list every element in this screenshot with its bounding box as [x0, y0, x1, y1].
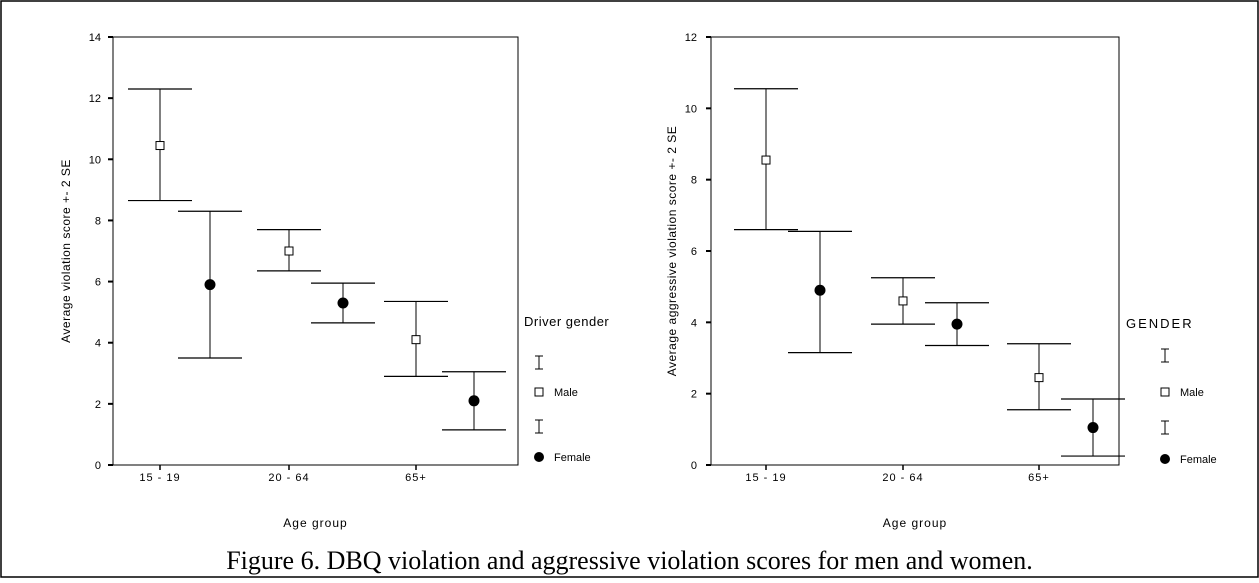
legend-title: GENDER: [1126, 316, 1194, 331]
y-tick-label: 8: [691, 175, 697, 187]
y-tick-label: 0: [95, 460, 101, 472]
y-tick-label: 4: [691, 317, 697, 329]
legend-title: Driver gender: [524, 314, 609, 329]
data-point-female: [1087, 422, 1099, 434]
legend-label: Female: [554, 452, 591, 464]
x-tick-label: 65+: [1028, 472, 1050, 484]
legend-label: Male: [554, 387, 578, 399]
plot-frame: [710, 36, 1120, 466]
x-tick-label: 20 - 64: [268, 472, 309, 484]
x-tick-label: 65+: [405, 472, 427, 484]
x-axis-label: Age group: [883, 516, 947, 530]
data-point-female: [204, 279, 216, 291]
legend-male-marker: [534, 387, 544, 397]
y-tick-label: 10: [89, 154, 101, 166]
aggressive-violation-chart: 0 2 4 6 8 10 12 15 - 19 20 - 64 65+ Age group Avera…: [665, 32, 1217, 530]
x-axis-label: Age group: [283, 516, 347, 530]
x-tick-label: 15 - 19: [139, 472, 180, 484]
y-tick-label: 4: [95, 338, 101, 350]
legend-female-marker: [534, 452, 544, 462]
y-tick-label: 2: [691, 389, 697, 401]
legend-female-marker: [1160, 454, 1170, 464]
data-point-female: [468, 395, 480, 407]
y-tick-label: 0: [691, 460, 697, 472]
y-tick-label: 6: [691, 246, 697, 258]
data-point-female: [814, 284, 826, 296]
plot-frame: [112, 36, 519, 466]
data-point-female: [951, 318, 963, 330]
data-point-female: [337, 297, 349, 309]
data-point-male: [898, 296, 908, 306]
data-point-male: [155, 141, 165, 151]
y-tick-label: 6: [95, 277, 101, 289]
y-tick-label: 12: [685, 32, 697, 44]
x-tick-label: 20 - 64: [882, 472, 923, 484]
legend-male-marker: [1160, 387, 1170, 397]
data-point-male: [284, 246, 294, 256]
figure-caption: Figure 6. DBQ violation and aggressive v…: [226, 546, 1033, 575]
y-tick-label: 12: [89, 93, 101, 105]
y-tick-label: 14: [89, 32, 101, 44]
data-point-male: [411, 335, 421, 345]
y-tick-label: 10: [685, 103, 697, 115]
legend-label: Female: [1180, 454, 1217, 466]
y-tick-label: 2: [95, 399, 101, 411]
y-tick-label: 8: [95, 215, 101, 227]
violation-chart: 0 2 4 6 8 10 12 14 15 - 19 20 - 64 65+ Age group Ave…: [59, 32, 609, 530]
data-point-male: [761, 155, 771, 165]
legend-label: Male: [1180, 387, 1204, 399]
y-axis-label: Average violation score +- 2 SE: [59, 159, 73, 343]
x-tick-label: 15 - 19: [745, 472, 786, 484]
data-point-male: [1034, 373, 1044, 383]
y-axis-label: Average aggressive violation score +- 2 …: [665, 126, 679, 377]
